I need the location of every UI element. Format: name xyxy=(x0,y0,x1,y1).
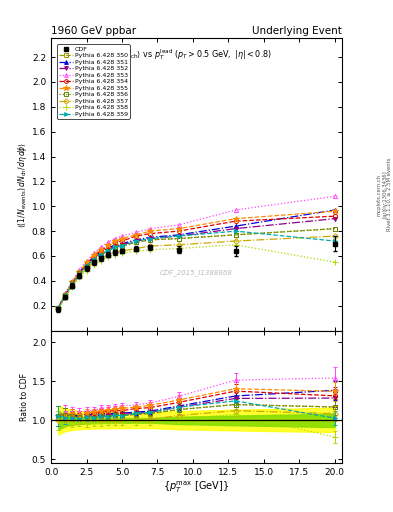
Text: Underlying Event: Underlying Event xyxy=(252,26,342,36)
Text: $\langle N_\mathrm{ch}\rangle$ vs $p_T^\mathrm{lead}$ $(p_T > 0.5\ \mathrm{GeV},: $\langle N_\mathrm{ch}\rangle$ vs $p_T^\… xyxy=(121,47,272,62)
Text: CDF_2015_I1388868: CDF_2015_I1388868 xyxy=(160,269,233,275)
Text: 1960 GeV ppbar: 1960 GeV ppbar xyxy=(51,26,136,36)
Legend: CDF, Pythia 6.428 350, Pythia 6.428 351, Pythia 6.428 352, Pythia 6.428 353, Pyt: CDF, Pythia 6.428 350, Pythia 6.428 351,… xyxy=(57,45,130,119)
Text: mcplots.cern.ch: mcplots.cern.ch xyxy=(376,174,381,216)
Text: Rivet 3.1.10, ≥ 2.5M events: Rivet 3.1.10, ≥ 2.5M events xyxy=(387,158,392,231)
Text: [arXiv:1306.3436]: [arXiv:1306.3436] xyxy=(382,170,387,219)
X-axis label: $\{p_T^\mathrm{max}\ [\mathrm{GeV}]\}$: $\{p_T^\mathrm{max}\ [\mathrm{GeV}]\}$ xyxy=(163,480,230,496)
Y-axis label: $\langle(1/N_\mathrm{events})\,dN_\mathrm{ch}/d\eta\,d\phi\rangle$: $\langle(1/N_\mathrm{events})\,dN_\mathr… xyxy=(16,141,29,228)
Y-axis label: Ratio to CDF: Ratio to CDF xyxy=(20,373,29,421)
